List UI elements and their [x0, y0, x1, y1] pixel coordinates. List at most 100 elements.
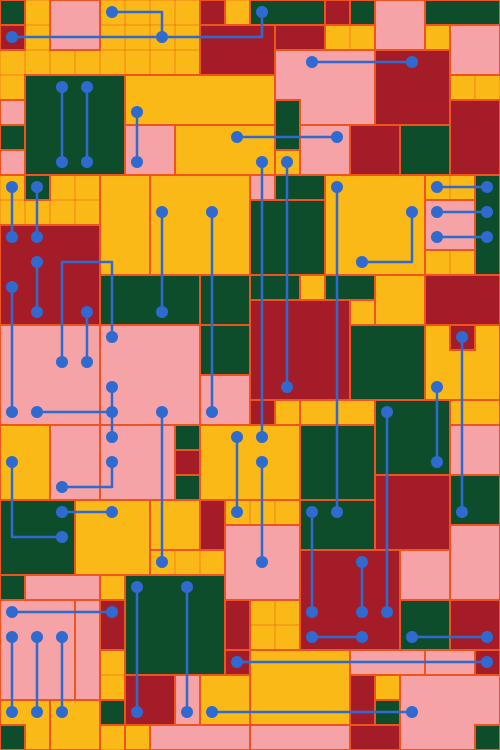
- wire: [10, 462, 62, 539]
- wire-dot: [106, 456, 118, 468]
- wire-dot: [106, 331, 118, 343]
- wire-dot: [31, 231, 43, 243]
- wire-dot: [6, 406, 18, 418]
- block: [174, 424, 201, 451]
- block: [0, 149, 26, 176]
- block: [449, 599, 500, 651]
- block: [149, 724, 251, 750]
- wire-dot: [56, 156, 68, 168]
- wire-dot: [231, 431, 243, 443]
- wire-dot: [56, 531, 68, 543]
- block: [449, 474, 500, 526]
- wire-dot: [131, 156, 143, 168]
- block: [74, 599, 101, 701]
- block: [199, 499, 226, 551]
- block: [149, 174, 251, 276]
- wire-dot: [256, 456, 268, 468]
- wire-dot: [331, 181, 343, 193]
- wire-dot: [31, 306, 43, 318]
- block: [249, 299, 351, 401]
- wire-dot: [106, 6, 118, 18]
- block: [0, 0, 26, 26]
- wire: [60, 260, 114, 362]
- wire-dot: [381, 406, 393, 418]
- block: [449, 24, 500, 76]
- block: [149, 499, 201, 551]
- block: [349, 724, 401, 750]
- wire-dot: [156, 556, 168, 568]
- block: [199, 424, 301, 501]
- block: [349, 324, 426, 401]
- wire: [12, 12, 264, 39]
- wire-dot: [231, 131, 243, 143]
- block: [124, 74, 276, 126]
- block: [474, 724, 500, 750]
- wire: [112, 10, 164, 37]
- wire-dot: [6, 456, 18, 468]
- block: [49, 0, 101, 51]
- wire-dot: [431, 381, 443, 393]
- wire-dot: [156, 206, 168, 218]
- wire-dot: [81, 306, 93, 318]
- wire-dot: [231, 656, 243, 668]
- block: [274, 99, 301, 151]
- block: [174, 449, 201, 476]
- block: [174, 474, 201, 501]
- wire: [362, 212, 414, 264]
- wire-dot: [306, 506, 318, 518]
- wire-dot: [81, 356, 93, 368]
- wire-dot: [81, 156, 93, 168]
- wire-dot: [256, 6, 268, 18]
- wire-dot: [31, 406, 43, 418]
- block: [399, 549, 451, 601]
- wire-dot: [31, 256, 43, 268]
- block: [449, 424, 500, 476]
- wire-dot: [456, 331, 468, 343]
- block: [374, 0, 426, 51]
- wire-dot: [6, 281, 18, 293]
- wire-dot: [206, 406, 218, 418]
- block: [349, 0, 376, 26]
- wire-dot: [131, 706, 143, 718]
- block: [124, 124, 176, 176]
- block: [99, 174, 151, 276]
- block: [324, 0, 351, 26]
- wire-dot: [406, 56, 418, 68]
- wire-dot: [431, 206, 443, 218]
- wire-dot: [56, 506, 68, 518]
- block: [274, 174, 326, 201]
- wire-dot: [106, 606, 118, 618]
- wire-dot: [256, 156, 268, 168]
- wire-dot: [331, 506, 343, 518]
- wire-dot: [6, 606, 18, 618]
- wire-dot: [306, 606, 318, 618]
- block: [299, 124, 351, 176]
- wire-dot: [406, 631, 418, 643]
- block: [199, 374, 251, 426]
- wire-dot: [6, 181, 18, 193]
- block: [199, 24, 276, 76]
- block: [24, 574, 101, 601]
- wire-dot: [306, 56, 318, 68]
- block: [424, 274, 500, 326]
- wire-dot: [281, 156, 293, 168]
- wire-dot: [56, 481, 68, 493]
- block: [124, 724, 151, 750]
- wire-dot: [31, 181, 43, 193]
- block: [0, 724, 26, 750]
- block: [424, 0, 500, 26]
- block: [0, 574, 26, 601]
- block: [299, 274, 326, 301]
- wire-dot: [356, 256, 368, 268]
- wire-dot: [106, 381, 118, 393]
- wire-dot: [431, 456, 443, 468]
- wire-dot: [406, 706, 418, 718]
- block: [199, 274, 251, 326]
- wire-dot: [431, 181, 443, 193]
- wire-dot: [306, 631, 318, 643]
- block: [249, 724, 351, 750]
- wire-dot: [131, 106, 143, 118]
- wire-dot: [156, 406, 168, 418]
- wire-dot: [281, 381, 293, 393]
